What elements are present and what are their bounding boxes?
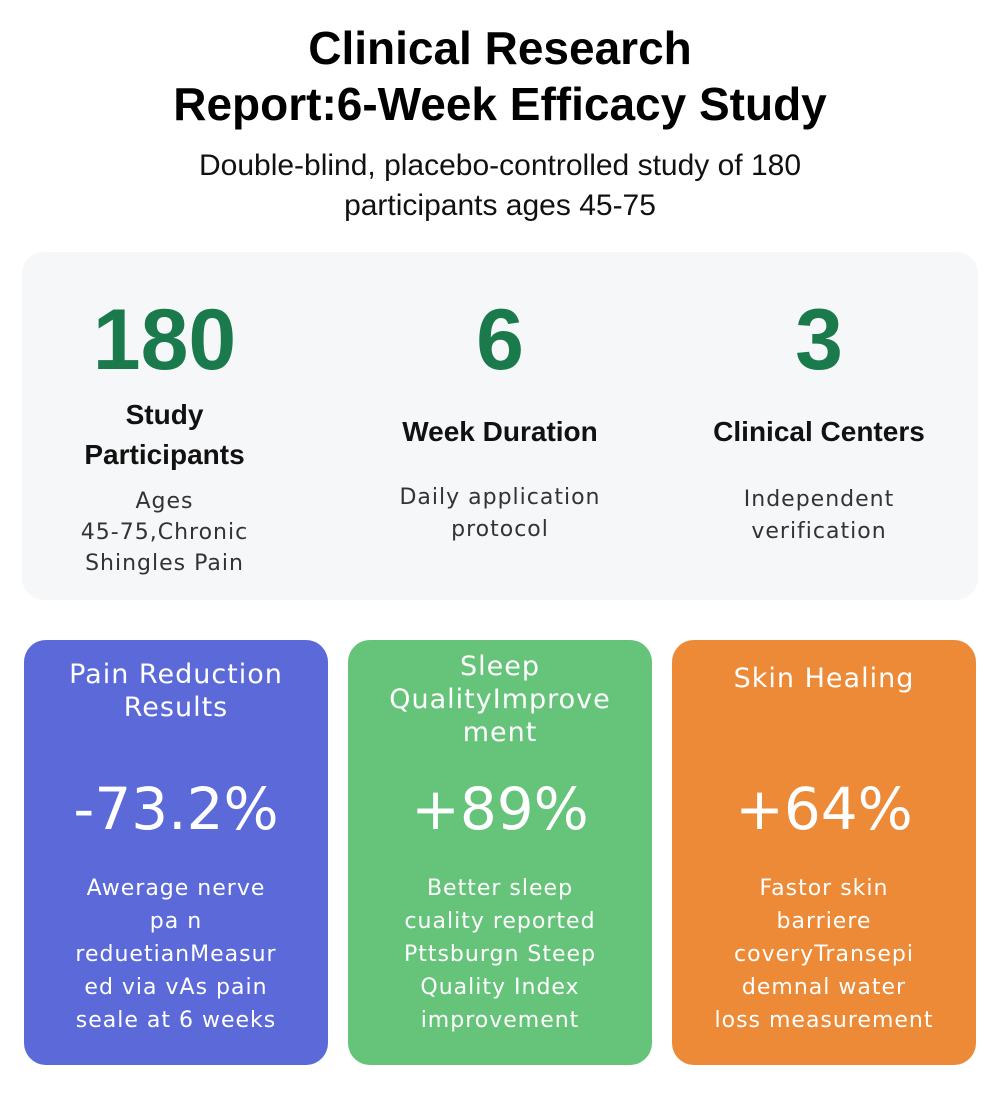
subtitle-line-2: participants ages 45-75 [344,189,656,222]
card-title-line: ment [462,717,538,748]
card-skin-healing: Skin Healing +64% Fastor skin barriere c… [672,640,976,1065]
card-desc-line: barriere [776,909,872,934]
card-desc-line: reduetianMeasur [75,942,277,967]
stat-desc-line: 45-75,Chronic [80,520,249,545]
card-desc-line: Fastor skin [759,876,889,901]
card-value: -73.2% [73,775,279,843]
card-desc-line: seale at 6 weeks [75,1008,277,1033]
stat-label: Clinical Centers [688,412,950,452]
stat-desc-line: Independent [743,487,895,512]
card-desc-line: loss measurement [714,1008,934,1033]
card-desc-line: improvement [420,1008,580,1033]
card-desc-line: Pttsburgn Steep [403,942,597,967]
card-desc-line: ed via vAs pain [84,975,268,1000]
stat-number: 180 [92,292,237,388]
stat-label-line: Study [125,399,204,430]
stat-duration: 6 Week Duration Daily application protoc… [360,252,640,600]
card-desc-line: Awerage nerve [86,876,266,901]
stat-description: Daily application protocol [360,482,640,546]
title-line-2: Report:6-Week Efficacy Study [173,78,827,130]
card-desc-line: pa n [149,909,203,934]
stat-desc-line: protocol [451,517,549,542]
stat-description: Ages 45-75,Chronic Shingles Pain [62,486,267,579]
card-desc-line: coveryTransepi [734,942,914,967]
stat-label: Week Duration [360,412,640,452]
page-subtitle: Double-blind, placebo-controlled study o… [0,146,1000,226]
card-description: Fastor skin barriere coveryTransepi demn… [692,872,956,1037]
stat-number: 3 [795,292,843,388]
card-title-line: Sleep [459,651,540,682]
stat-description: Independent verification [688,484,950,548]
card-value: +89% [411,775,589,843]
stat-label: Study Participants [62,395,267,475]
stat-desc-line: verification [751,519,887,544]
card-title: Skin Healing [682,662,966,695]
stat-number: 6 [476,292,524,388]
page-title: Clinical Research Report:6-Week Efficacy… [0,20,1000,132]
card-description: Better sleep cuality reported Pttsburgn … [378,872,622,1037]
card-title-line: Skin Healing [733,663,915,694]
card-desc-line: cuality reported [404,909,596,934]
title-line-1: Clinical Research [308,22,692,74]
stat-participants: 180 Study Participants Ages 45-75,Chroni… [62,252,267,600]
card-value: +64% [735,775,913,843]
card-description: Awerage nerve pa n reduetianMeasur ed vi… [54,872,298,1037]
card-desc-line: demnal water [741,975,907,1000]
card-title-line: QualityImprove [389,684,611,715]
card-desc-line: Quality Index [420,975,580,1000]
report-header: Clinical Research Report:6-Week Efficacy… [0,20,1000,226]
stat-label-line: Participants [84,439,245,470]
stat-desc-line: Shingles Pain [85,551,244,576]
stat-desc-line: Daily application [399,485,601,510]
stat-desc-line: Ages [135,489,194,514]
card-desc-line: Better sleep [426,876,574,901]
card-title: Pain Reduction Results [34,658,318,724]
stat-centers: 3 Clinical Centers Independent verificat… [688,252,950,600]
subtitle-line-1: Double-blind, placebo-controlled study o… [198,149,802,182]
stat-label-line: Week Duration [402,416,598,447]
card-pain-reduction: Pain Reduction Results -73.2% Awerage ne… [24,640,328,1065]
card-sleep-quality: Sleep QualityImprove ment +89% Better sl… [348,640,652,1065]
study-stats-panel: 180 Study Participants Ages 45-75,Chroni… [22,252,978,600]
card-title-line: Pain Reduction [69,659,283,690]
card-title-line: Results [123,692,229,723]
stat-label-line: Clinical Centers [713,416,925,447]
card-title: Sleep QualityImprove ment [358,650,642,749]
